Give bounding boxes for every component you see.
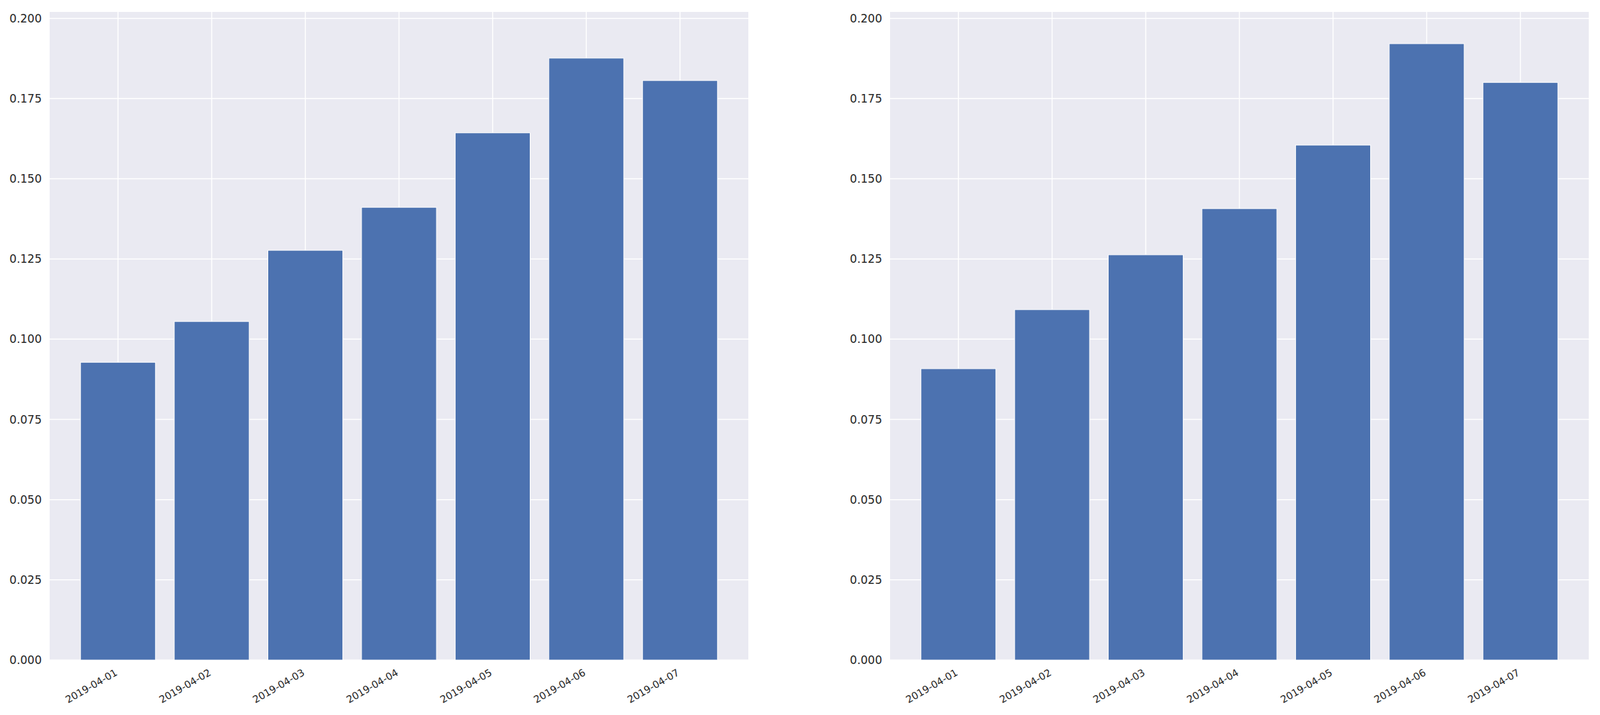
x-tick-label: 2019-04-07 (1465, 666, 1522, 706)
bar (1108, 254, 1184, 661)
y-tick-label: 0.125 (849, 252, 883, 266)
y-tick-label: 0.150 (849, 172, 883, 186)
chart: 0.000 0.025 0.050 0.075 0.100 0.125 0.150 0.175… (9, 11, 749, 706)
x-tick-label: 2019-04-02 (997, 666, 1054, 706)
bar (642, 80, 718, 661)
y-tick-label: 0.100 (9, 332, 42, 346)
x-tick-label: 2019-04-05 (437, 666, 495, 706)
bar (361, 207, 437, 661)
bar (1295, 145, 1371, 661)
bar (174, 321, 250, 661)
y-tick-label: 0.175 (9, 92, 42, 106)
y-tick-label: 0.050 (9, 493, 42, 507)
y-tick-label: 0.050 (849, 493, 883, 507)
y-tick-label: 0.200 (849, 11, 883, 26)
x-tick-label: 2019-04-05 (1278, 666, 1335, 706)
y-tick-label: 0.075 (849, 413, 883, 427)
plot-area (49, 11, 749, 661)
y-tick-label: 0.125 (9, 252, 42, 266)
x-tick-label: 2019-04-07 (625, 666, 682, 706)
bar (1201, 208, 1277, 661)
y-tick-label: 0.150 (9, 172, 42, 186)
y-tick-label: 0.000 (9, 653, 42, 667)
bar (1389, 43, 1465, 661)
bar (1014, 309, 1090, 661)
bars (921, 43, 1559, 661)
x-tick-label: 2019-04-06 (531, 666, 589, 706)
y-tick-label: 0.075 (9, 413, 42, 427)
bar (80, 362, 156, 661)
y-tick-label: 0.000 (849, 653, 883, 667)
y-tick-label: 0.025 (849, 573, 883, 587)
y-tick-label: 0.100 (849, 332, 883, 346)
bars (80, 58, 718, 661)
y-tick-label: 0.025 (9, 573, 42, 587)
x-tick-label: 2019-04-06 (1372, 666, 1429, 706)
bar (921, 368, 997, 661)
y-tick-label: 0.200 (9, 11, 42, 26)
bar (1482, 82, 1558, 661)
x-tick-label: 2019-04-04 (344, 666, 401, 706)
bar (549, 58, 624, 661)
bar (268, 250, 344, 661)
chart: 0.000 0.025 0.050 0.075 0.100 0.125 0.150 0.175… (849, 11, 1589, 706)
figure: 0.000 0.025 0.050 0.075 0.100 0.125 0.150 0.175… (0, 0, 1600, 715)
x-tick-label: 2019-04-03 (1091, 666, 1148, 706)
plot-area (890, 11, 1589, 661)
x-tick-label: 2019-04-04 (1184, 666, 1242, 706)
bar (454, 133, 530, 661)
x-tick-label: 2019-04-02 (156, 666, 214, 706)
x-tick-label: 2019-04-03 (250, 666, 308, 706)
x-tick-label: 2019-04-01 (903, 666, 961, 706)
y-tick-label: 0.175 (849, 92, 883, 106)
x-tick-label: 2019-04-01 (63, 666, 120, 706)
